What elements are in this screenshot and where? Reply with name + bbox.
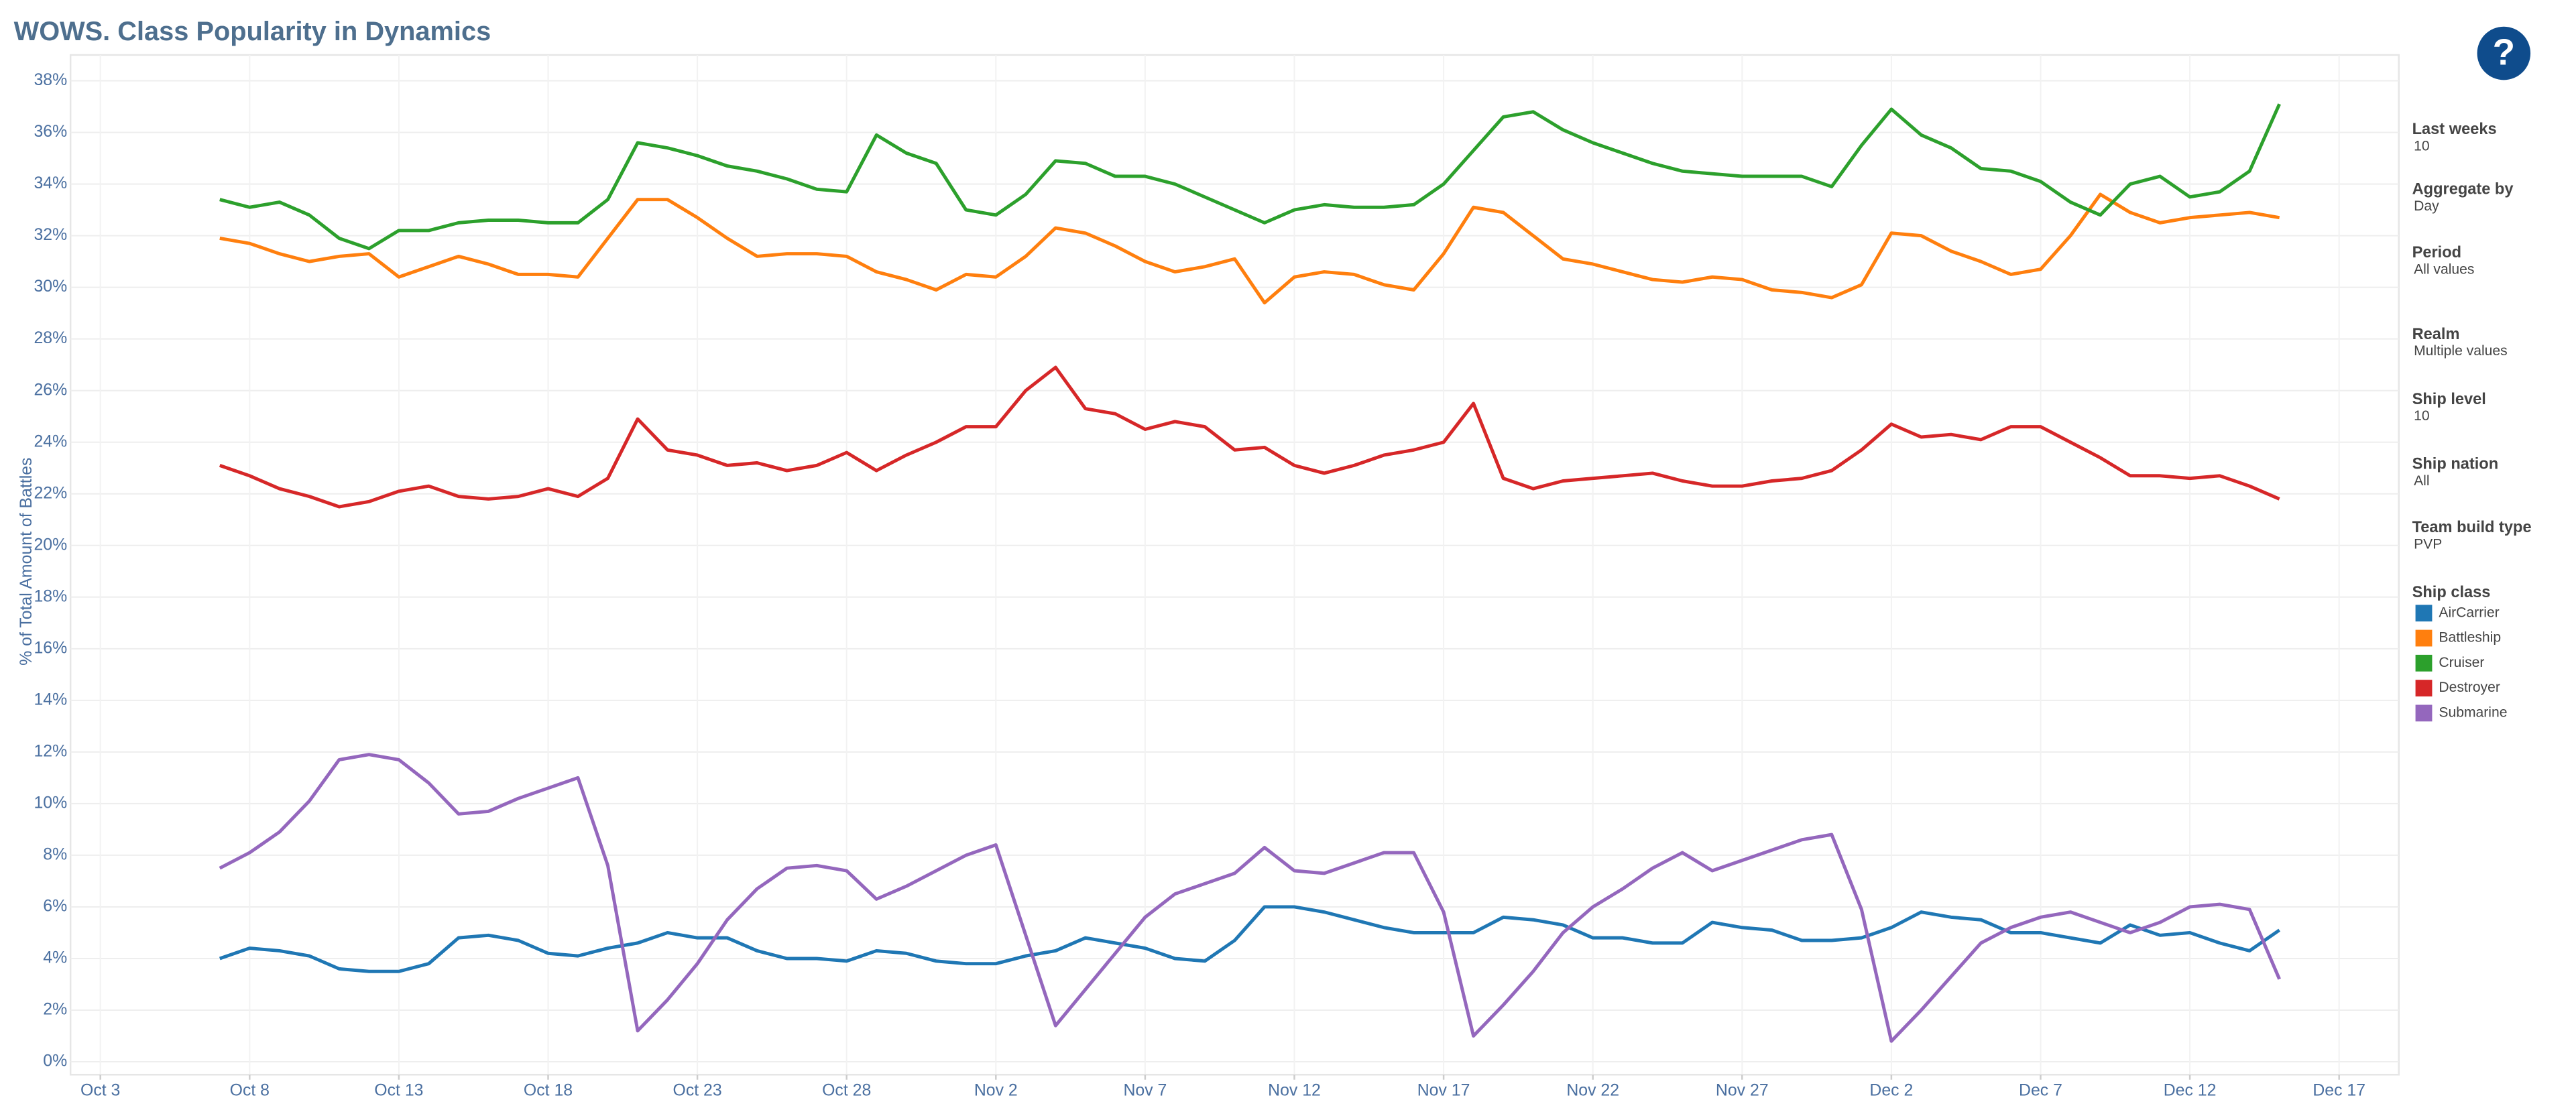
x-tick-label: Nov 7 bbox=[1123, 1082, 1167, 1100]
series-line bbox=[219, 905, 2281, 973]
y-tick-label: 10% bbox=[34, 794, 67, 812]
y-tick-label: 6% bbox=[43, 898, 67, 916]
series-line bbox=[219, 103, 2281, 251]
chart-title: WOWS. Class Popularity in Dynamics bbox=[14, 17, 491, 46]
x-tick-label: Oct 28 bbox=[822, 1082, 871, 1100]
help-icon[interactable] bbox=[2477, 26, 2531, 80]
filter-label: Aggregate by bbox=[2412, 181, 2514, 198]
y-tick-label: 38% bbox=[34, 71, 67, 89]
legend-swatch bbox=[2415, 680, 2433, 697]
y-tick-label: 26% bbox=[34, 381, 67, 399]
y-tick-label: 8% bbox=[43, 845, 67, 863]
legend-swatch bbox=[2415, 704, 2433, 722]
legend-swatch bbox=[2415, 629, 2433, 647]
filter-value: Multiple values bbox=[2414, 343, 2508, 359]
grid bbox=[70, 55, 2399, 1075]
y-tick-label: 4% bbox=[43, 949, 67, 967]
y-tick-label: 20% bbox=[34, 536, 67, 554]
filter-label: Ship level bbox=[2412, 391, 2486, 408]
x-tick-label: Nov 12 bbox=[1268, 1082, 1321, 1100]
y-tick-label: 34% bbox=[34, 174, 67, 192]
x-tick-label: Dec 2 bbox=[1869, 1082, 1913, 1100]
x-tick-label: Dec 12 bbox=[2164, 1082, 2217, 1100]
x-tick-label: Dec 7 bbox=[2019, 1082, 2062, 1100]
legend-title: Ship class bbox=[2412, 584, 2491, 601]
legend-swatch bbox=[2415, 605, 2433, 622]
help-button[interactable]: ? bbox=[2477, 26, 2531, 80]
legend-label: Battleship bbox=[2439, 630, 2501, 645]
filter-label: Last weeks bbox=[2412, 121, 2497, 138]
y-tick-label: 0% bbox=[43, 1052, 67, 1070]
plot-frame bbox=[69, 54, 2400, 1076]
y-tick-label: 12% bbox=[34, 742, 67, 760]
series-line bbox=[219, 753, 2281, 1043]
x-tick-label: Nov 22 bbox=[1566, 1082, 1619, 1100]
filter-label: Team build type bbox=[2412, 519, 2532, 536]
series-line bbox=[219, 192, 2280, 305]
help-icon-text[interactable]: ? bbox=[2493, 31, 2515, 72]
filter-label: Ship nation bbox=[2412, 456, 2499, 473]
filter-value: PVP bbox=[2414, 536, 2442, 552]
legend-label: Destroyer bbox=[2439, 680, 2500, 695]
x-tick-label: Dec 17 bbox=[2312, 1082, 2365, 1100]
filter-value: 10 bbox=[2414, 408, 2429, 424]
y-tick-label: 36% bbox=[34, 123, 67, 141]
filter-value: All values bbox=[2414, 261, 2474, 277]
x-tick-label: Oct 3 bbox=[80, 1082, 120, 1100]
x-tick-label: Nov 2 bbox=[974, 1082, 1018, 1100]
x-tick-label: Oct 18 bbox=[524, 1082, 573, 1100]
y-tick-label: 16% bbox=[34, 639, 67, 657]
y-tick-label: 14% bbox=[34, 690, 67, 709]
y-tick-label: 24% bbox=[34, 432, 67, 450]
x-tick-label: Oct 8 bbox=[230, 1082, 270, 1100]
series-line bbox=[219, 365, 2280, 509]
filter-label: Period bbox=[2412, 244, 2461, 261]
legend-swatch bbox=[2415, 654, 2433, 672]
y-tick-label: 2% bbox=[43, 1001, 67, 1019]
x-tick-label: Oct 13 bbox=[374, 1082, 423, 1100]
x-tick-label: Nov 17 bbox=[1417, 1082, 1470, 1100]
legend-label: AirCarrier bbox=[2439, 605, 2499, 620]
y-tick-label: 28% bbox=[34, 329, 67, 347]
legend-label: Submarine bbox=[2439, 704, 2507, 720]
x-tick-label: Nov 27 bbox=[1716, 1082, 1769, 1100]
filter-value: All bbox=[2414, 473, 2429, 489]
legend-label: Cruiser bbox=[2439, 655, 2484, 670]
x-tick-label: Oct 23 bbox=[673, 1082, 722, 1100]
y-tick-label: 18% bbox=[34, 587, 67, 605]
filter-label: Realm bbox=[2412, 326, 2460, 343]
y-tick-label: 32% bbox=[34, 226, 67, 244]
y-axis-label: % of Total Amount of Battles bbox=[17, 458, 36, 666]
y-tick-label: 22% bbox=[34, 484, 67, 502]
filter-value: Day bbox=[2414, 198, 2439, 214]
y-tick-label: 30% bbox=[34, 278, 67, 296]
filter-value: 10 bbox=[2414, 138, 2429, 153]
